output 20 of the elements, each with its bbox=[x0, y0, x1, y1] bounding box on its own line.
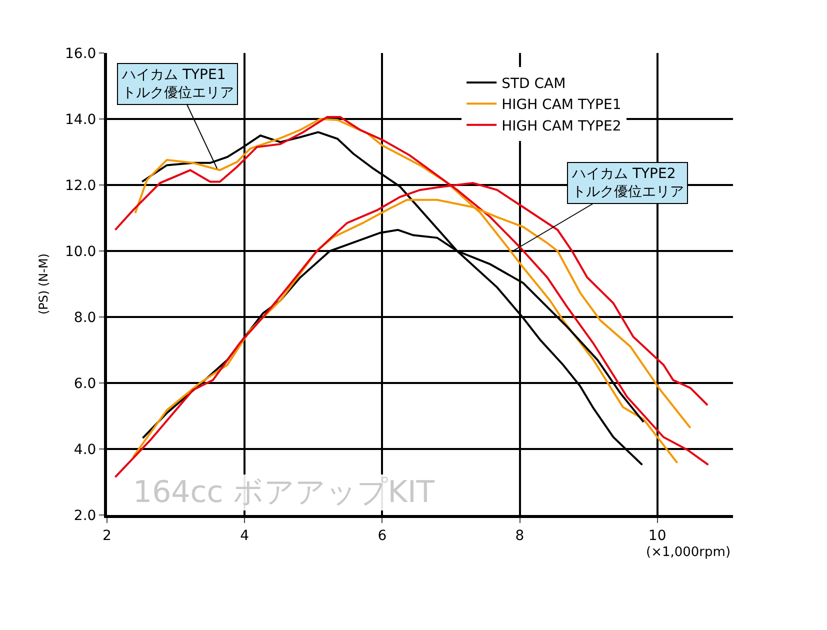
x-axis-title: (×1,000rpm) bbox=[646, 545, 731, 560]
y-tick-label: 10.0 bbox=[65, 244, 96, 260]
legend-label: STD CAM bbox=[502, 76, 566, 92]
x-tick-label: 6 bbox=[378, 528, 387, 544]
y-tick-label: 4.0 bbox=[74, 442, 96, 458]
legend-label: HIGH CAM TYPE1 bbox=[502, 97, 622, 114]
y-axis-title: (PS) (N-M) bbox=[36, 253, 50, 315]
y-tick-label: 14.0 bbox=[65, 112, 96, 128]
x-tick-label: 4 bbox=[240, 528, 250, 544]
legend-label: HIGH CAM TYPE2 bbox=[502, 118, 622, 134]
y-tick-label: 12.0 bbox=[65, 178, 96, 194]
y-tick-label: 16.0 bbox=[65, 46, 96, 62]
x-tick-label: 10 bbox=[648, 528, 666, 544]
y-tick-label: 2.0 bbox=[74, 508, 96, 524]
annotation: ハイカム TYPE1 トルク優位エリア bbox=[121, 67, 234, 102]
x-tick-label: 8 bbox=[515, 528, 524, 544]
y-tick-label: 6.0 bbox=[74, 376, 96, 392]
x-tick-label: 2 bbox=[102, 528, 112, 544]
y-tick-label: 8.0 bbox=[74, 310, 96, 326]
annotation: ハイカム TYPE2 トルク優位エリア bbox=[571, 166, 684, 200]
